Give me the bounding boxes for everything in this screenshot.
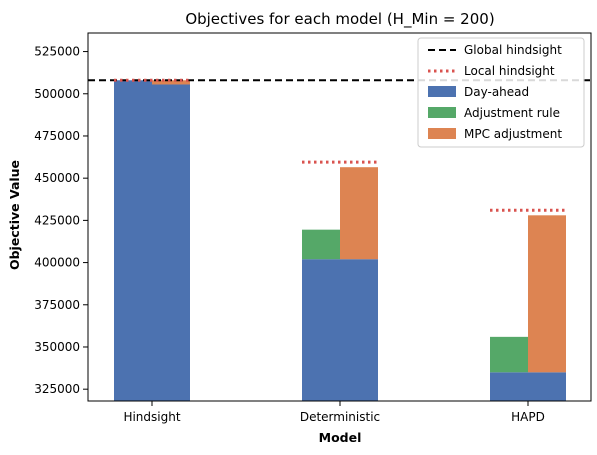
y-tick-label: 325000 xyxy=(34,382,80,396)
x-tick-label: Hindsight xyxy=(123,410,180,424)
legend-swatch-day-ahead xyxy=(428,86,456,97)
y-axis-title: Objective Value xyxy=(7,160,22,270)
y-tick-label: 475000 xyxy=(34,129,80,143)
bar-mpc-adjustment-deterministic xyxy=(340,167,378,260)
y-tick-label: 525000 xyxy=(34,45,80,59)
y-tick-label: 425000 xyxy=(34,213,80,227)
bars-layer xyxy=(114,80,566,401)
x-tick-label: Deterministic xyxy=(300,410,380,424)
legend-label-day-ahead: Day-ahead xyxy=(464,85,529,99)
bar-day-ahead-hapd-right xyxy=(528,372,566,401)
bar-day-ahead-deterministic-left xyxy=(302,259,340,401)
y-tick-label: 375000 xyxy=(34,298,80,312)
legend: Global hindsight Local hindsight Day-ahead… xyxy=(417,37,585,148)
bar-adjustment-rule-hapd xyxy=(490,336,528,373)
chart-title: Objectives for each model (H_Min = 200) xyxy=(185,10,494,29)
bar-day-ahead-hapd-left xyxy=(490,372,528,401)
legend-label-mpc-adjustment: MPC adjustment xyxy=(464,127,562,141)
x-tick-label: HAPD xyxy=(511,410,545,424)
y-tick-label: 500000 xyxy=(34,87,80,101)
y-tick-label: 350000 xyxy=(34,340,80,354)
y-ticks-layer: 325000 350000 375000 400000 425000 450000 4750… xyxy=(34,45,88,396)
x-axis-title: Model xyxy=(319,430,362,445)
y-tick-label: 450000 xyxy=(34,171,80,185)
legend-label-adjustment-rule: Adjustment rule xyxy=(464,106,560,120)
bar-mpc-adjustment-hindsight xyxy=(152,80,190,85)
legend-swatch-adjustment-rule xyxy=(428,107,456,118)
bar-mpc-adjustment-hapd xyxy=(528,215,566,373)
bar-day-ahead-hindsight-right xyxy=(152,84,190,401)
bar-day-ahead-hindsight-left xyxy=(114,80,152,401)
bar-day-ahead-deterministic-right xyxy=(340,259,378,401)
legend-swatch-mpc-adjustment xyxy=(428,128,456,139)
legend-label-local-hindsight: Local hindsight xyxy=(464,64,555,78)
y-tick-label: 400000 xyxy=(34,256,80,270)
bar-adjustment-rule-deterministic xyxy=(302,229,340,260)
legend-frame xyxy=(417,37,585,148)
legend-label-global-hindsight: Global hindsight xyxy=(464,43,562,57)
x-ticks-layer: Hindsight Deterministic HAPD xyxy=(123,401,545,424)
